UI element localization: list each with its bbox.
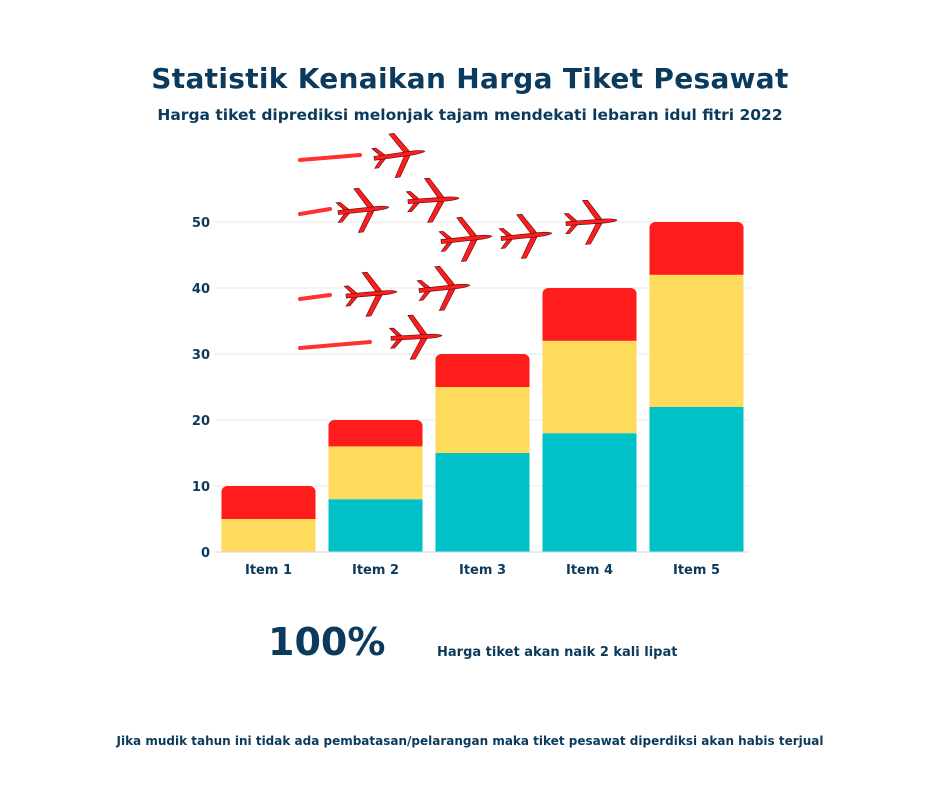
- y-tick-label: 20: [192, 414, 210, 429]
- bars: [221, 222, 744, 552]
- bar-segment: [542, 340, 637, 434]
- y-tick-label: 30: [192, 348, 210, 363]
- bar-segment: [221, 486, 316, 519]
- bar-segment: [542, 433, 637, 552]
- airplane-icon: [371, 133, 426, 178]
- footnote: Jika mudik tahun ini tidak ada pembatasa…: [116, 734, 824, 748]
- y-tick-label: 40: [192, 282, 210, 297]
- airplane-icon: [498, 213, 553, 259]
- stacked-bar-chart: 0 10 20 30 40 50 Item 1 Item 2 Item 3 Item 4 Item …: [192, 133, 750, 578]
- bar-segment: [649, 406, 744, 552]
- x-tick-label: Item 1: [245, 563, 292, 578]
- airplane-decorations: [298, 133, 618, 360]
- airplane-icon: [405, 177, 460, 223]
- airplane-icon: [416, 265, 471, 311]
- y-tick-label: 50: [192, 216, 210, 231]
- bar-stack: [328, 420, 423, 552]
- y-tick-label: 0: [201, 546, 210, 561]
- airplane-icon: [563, 199, 618, 245]
- axes: 0 10 20 30 40 50 Item 1 Item 2 Item 3 Item 4 Item …: [192, 216, 750, 578]
- bar-segment: [221, 519, 316, 552]
- bar-segment: [435, 453, 530, 552]
- bar-segment: [328, 446, 423, 500]
- stat-description: Harga tiket akan naik 2 kali lipat: [437, 645, 678, 660]
- contrail-streak: [298, 153, 362, 162]
- airplane-icon: [388, 314, 443, 360]
- airplane-icon: [335, 187, 390, 233]
- bar-stack: [221, 486, 316, 552]
- chart-title: Statistik Kenaikan Harga Tiket Pesawat: [151, 62, 789, 95]
- x-tick-label: Item 2: [352, 563, 399, 578]
- chart-subtitle: Harga tiket diprediksi melonjak tajam me…: [157, 106, 783, 124]
- bar-segment: [328, 499, 423, 552]
- bar-segment: [435, 354, 530, 387]
- y-tick-label: 10: [192, 480, 210, 495]
- bar-segment: [542, 288, 637, 341]
- contrail-streak: [298, 293, 332, 301]
- stat-value: 100%: [268, 620, 386, 664]
- bar-segment: [328, 420, 423, 447]
- airplane-icon: [438, 216, 493, 262]
- contrail-streak: [298, 340, 372, 350]
- x-tick-label: Item 4: [566, 563, 613, 578]
- x-tick-label: Item 5: [673, 563, 720, 578]
- bar-segment: [649, 274, 744, 407]
- airplane-icon: [343, 271, 398, 317]
- bar-segment: [435, 387, 530, 453]
- bar-stack: [649, 222, 744, 552]
- bar-stack: [435, 354, 530, 552]
- bar-segment: [649, 222, 744, 275]
- bar-stack: [542, 288, 637, 552]
- contrail-streak: [298, 207, 332, 216]
- x-tick-label: Item 3: [459, 563, 506, 578]
